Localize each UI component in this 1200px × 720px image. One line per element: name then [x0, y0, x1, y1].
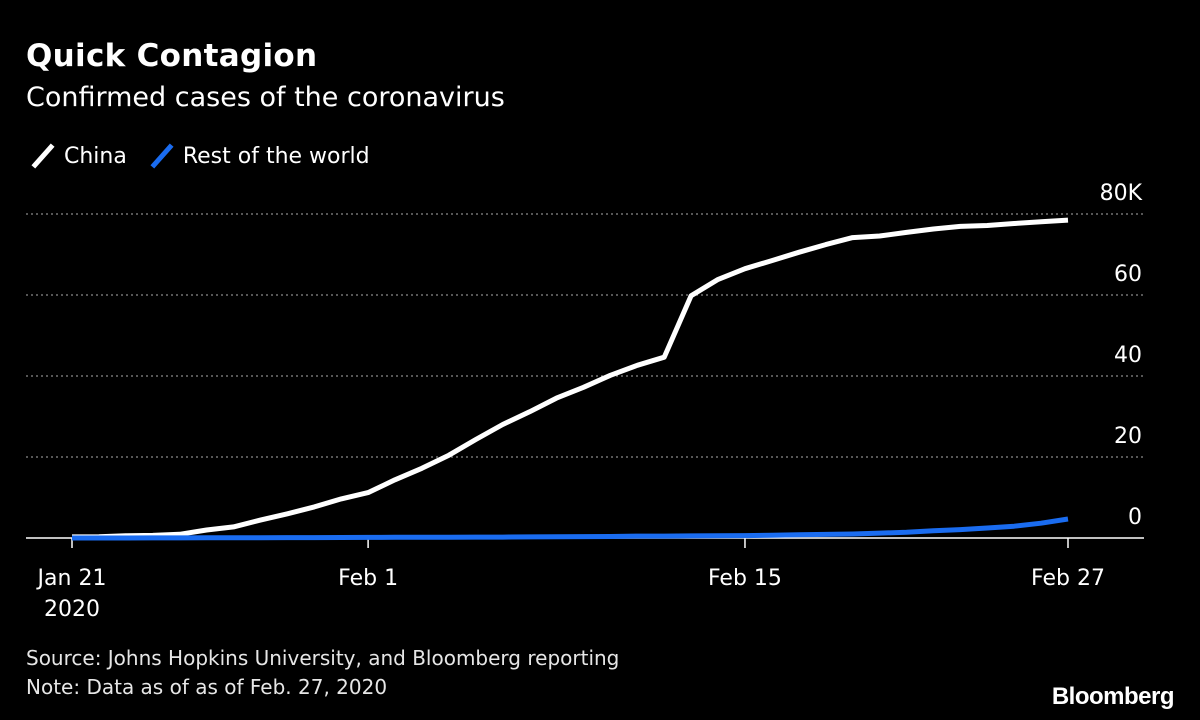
- series-line-rest-of-world: [72, 516, 1069, 541]
- x-tick-label: Feb 27: [1031, 566, 1105, 591]
- x-tick-sublabel: 2020: [44, 597, 100, 622]
- legend-item-china: China: [30, 143, 127, 169]
- bloomberg-logo: Bloomberg: [1051, 683, 1175, 710]
- chart-subtitle: Confirmed cases of the coronavirus: [26, 82, 505, 113]
- y-tick-label: 20: [1114, 424, 1142, 449]
- chart-legend: China Rest of the world: [30, 140, 392, 172]
- legend-swatch-china: [31, 143, 55, 169]
- x-tick-label: Feb 15: [708, 566, 782, 591]
- x-tick-label: Jan 21: [36, 566, 107, 591]
- legend-label-rest-of-world: Rest of the world: [182, 143, 370, 169]
- legend-item-rest-of-world: Rest of the world: [149, 143, 370, 169]
- series-line-china: [71, 217, 1069, 540]
- chart-title: Quick Contagion: [26, 38, 318, 74]
- y-tick-label: 0: [1128, 505, 1142, 530]
- source-note: Source: Johns Hopkins University, and Bl…: [26, 646, 620, 670]
- y-tick-label: 40: [1114, 343, 1142, 368]
- legend-label-china: China: [64, 143, 127, 169]
- x-tick-label: Feb 1: [338, 566, 398, 591]
- y-tick-label: 80K: [1100, 181, 1143, 206]
- y-tick-label: 60: [1114, 262, 1142, 287]
- legend-swatch-rest-of-world: [150, 143, 174, 169]
- data-note: Note: Data as of as of Feb. 27, 2020: [26, 675, 388, 699]
